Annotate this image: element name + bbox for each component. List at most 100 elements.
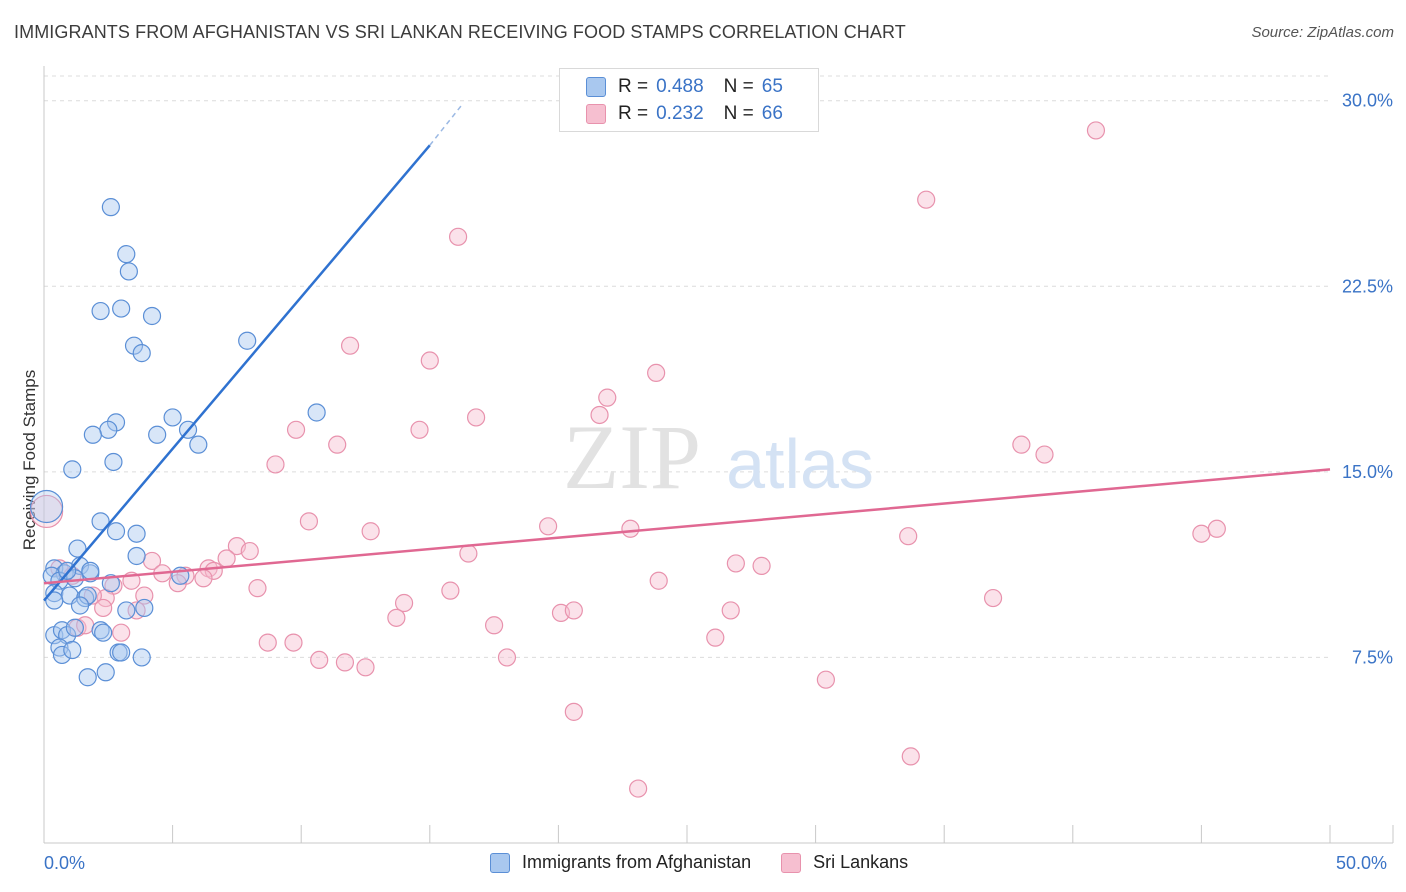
legend-item-afghanistan[interactable]: Immigrants from Afghanistan <box>490 852 751 873</box>
srilankan-point <box>441 581 460 600</box>
afghanistan-point <box>91 621 110 640</box>
srilankan-point <box>94 598 113 618</box>
afghanistan-point <box>45 584 64 603</box>
srilankan-point <box>420 351 439 370</box>
legend-label-srilankan: Sri Lankans <box>813 852 909 872</box>
trend-lines <box>43 102 1331 602</box>
legend-r-value: 0.232 <box>656 103 704 124</box>
srilankan-point <box>448 227 468 246</box>
watermark: ZIP atlas <box>563 406 874 508</box>
srilankan-point <box>649 571 668 590</box>
legend-r-label: R = <box>618 103 649 124</box>
srilankan-point <box>917 190 936 209</box>
afghanistan-point <box>45 591 64 610</box>
legend-swatch-pink <box>586 104 606 124</box>
srilankan-trendline <box>43 468 1331 585</box>
srilankan-point <box>29 494 64 529</box>
srilankan-point <box>1035 445 1054 464</box>
srilankan-point <box>564 601 583 620</box>
srilankan-point <box>899 527 918 546</box>
srilankan-point <box>284 633 303 652</box>
srilankan-point <box>598 388 617 407</box>
afghanistan-point <box>29 489 64 524</box>
afghanistan-points <box>29 198 326 687</box>
afghanistan-point <box>81 561 100 580</box>
srilankan-point <box>466 408 486 427</box>
afghanistan-point <box>104 452 123 472</box>
afghanistan-point <box>127 546 146 566</box>
srilankan-point <box>1012 435 1031 454</box>
afghanistan-point <box>132 648 151 667</box>
srilankan-point <box>629 779 648 798</box>
srilankan-point <box>340 336 360 355</box>
afghanistan-point <box>112 299 131 318</box>
source-label: Source: ZipAtlas.com <box>1251 24 1394 41</box>
x-tick-label-max: 50.0% <box>1336 853 1388 873</box>
chart-title: IMMIGRANTS FROM AFGHANISTAN VS SRI LANKA… <box>14 22 906 42</box>
afghanistan-point <box>68 539 87 558</box>
srilankan-point <box>387 608 406 627</box>
srilankan-point <box>590 405 609 425</box>
srilankan-point <box>258 633 277 652</box>
legend-swatch-blue <box>490 852 510 873</box>
afghanistan-point <box>52 645 72 665</box>
afghanistan-point <box>238 331 257 350</box>
afghanistan-point <box>83 425 102 444</box>
series-legend: Immigrants from Afghanistan Sri Lankans <box>490 852 938 873</box>
srilankan-point <box>564 702 583 721</box>
legend-n-label: N = <box>723 76 754 97</box>
srilankan-point <box>410 420 429 439</box>
afghanistan-point <box>96 663 115 682</box>
afghanistan-point <box>101 574 120 593</box>
afghanistan-point <box>119 262 138 281</box>
srilankan-point <box>1207 519 1226 538</box>
srilankan-point <box>621 519 640 538</box>
srilankan-point <box>310 650 329 670</box>
srilankan-point <box>217 549 236 568</box>
afghanistan-point <box>189 435 208 454</box>
srilankan-point <box>485 616 504 635</box>
afghanistan-point <box>94 623 113 642</box>
legend-n-value: 66 <box>761 103 783 124</box>
afghanistan-point <box>91 512 110 531</box>
srilankan-point <box>240 541 259 561</box>
afghanistan-point <box>70 596 90 615</box>
y-tick-label: 22.5% <box>1342 276 1393 296</box>
srilankan-point <box>539 517 558 536</box>
afghanistan-point <box>307 403 326 422</box>
afghanistan-point <box>78 668 97 687</box>
srilankan-point <box>983 588 1003 608</box>
legend-label-afghanistan: Immigrants from Afghanistan <box>522 852 752 872</box>
srilankan-point <box>901 747 920 766</box>
afghanistan-point <box>124 336 144 355</box>
grid-lines <box>44 75 1330 658</box>
srilankan-point <box>112 623 131 642</box>
afghanistan-point <box>135 598 154 618</box>
afghanistan-point <box>101 198 120 217</box>
srilankan-point <box>497 648 517 667</box>
afghanistan-point <box>91 301 110 321</box>
srilankan-point <box>356 658 375 677</box>
afghanistan-point <box>106 413 126 432</box>
srilankan-point <box>335 653 355 672</box>
srilankan-point <box>647 363 666 383</box>
srilankan-point <box>266 455 285 474</box>
afghanistan-trendline-extension <box>429 102 464 146</box>
srilankan-points <box>29 121 1226 798</box>
srilankan-point <box>459 544 478 563</box>
afghanistan-point <box>163 408 182 427</box>
y-tick-label: 30.0% <box>1342 91 1393 111</box>
srilankan-point <box>328 435 347 454</box>
watermark-atlas: atlas <box>726 425 874 503</box>
legend-swatch-pink <box>781 852 802 873</box>
afghanistan-point <box>99 420 118 439</box>
legend-n-label: N = <box>723 103 754 124</box>
legend-n-value: 65 <box>761 76 783 97</box>
srilankan-point <box>706 628 725 647</box>
afghanistan-point <box>112 643 131 662</box>
srilankan-point <box>168 574 187 593</box>
y-tick-label: 7.5% <box>1352 647 1393 667</box>
watermark-zip: ZIP <box>563 406 701 508</box>
legend-item-srilankan[interactable]: Sri Lankans <box>781 852 908 873</box>
